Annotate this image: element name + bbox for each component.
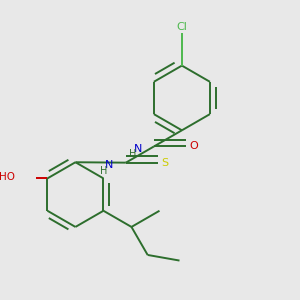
Text: H: H [129, 148, 136, 158]
Text: S: S [162, 158, 169, 168]
Text: H: H [100, 166, 107, 176]
Text: N: N [105, 160, 113, 170]
Text: Cl: Cl [176, 22, 187, 32]
Text: HO: HO [0, 172, 15, 182]
Text: N: N [134, 144, 142, 154]
Text: O: O [189, 142, 198, 152]
